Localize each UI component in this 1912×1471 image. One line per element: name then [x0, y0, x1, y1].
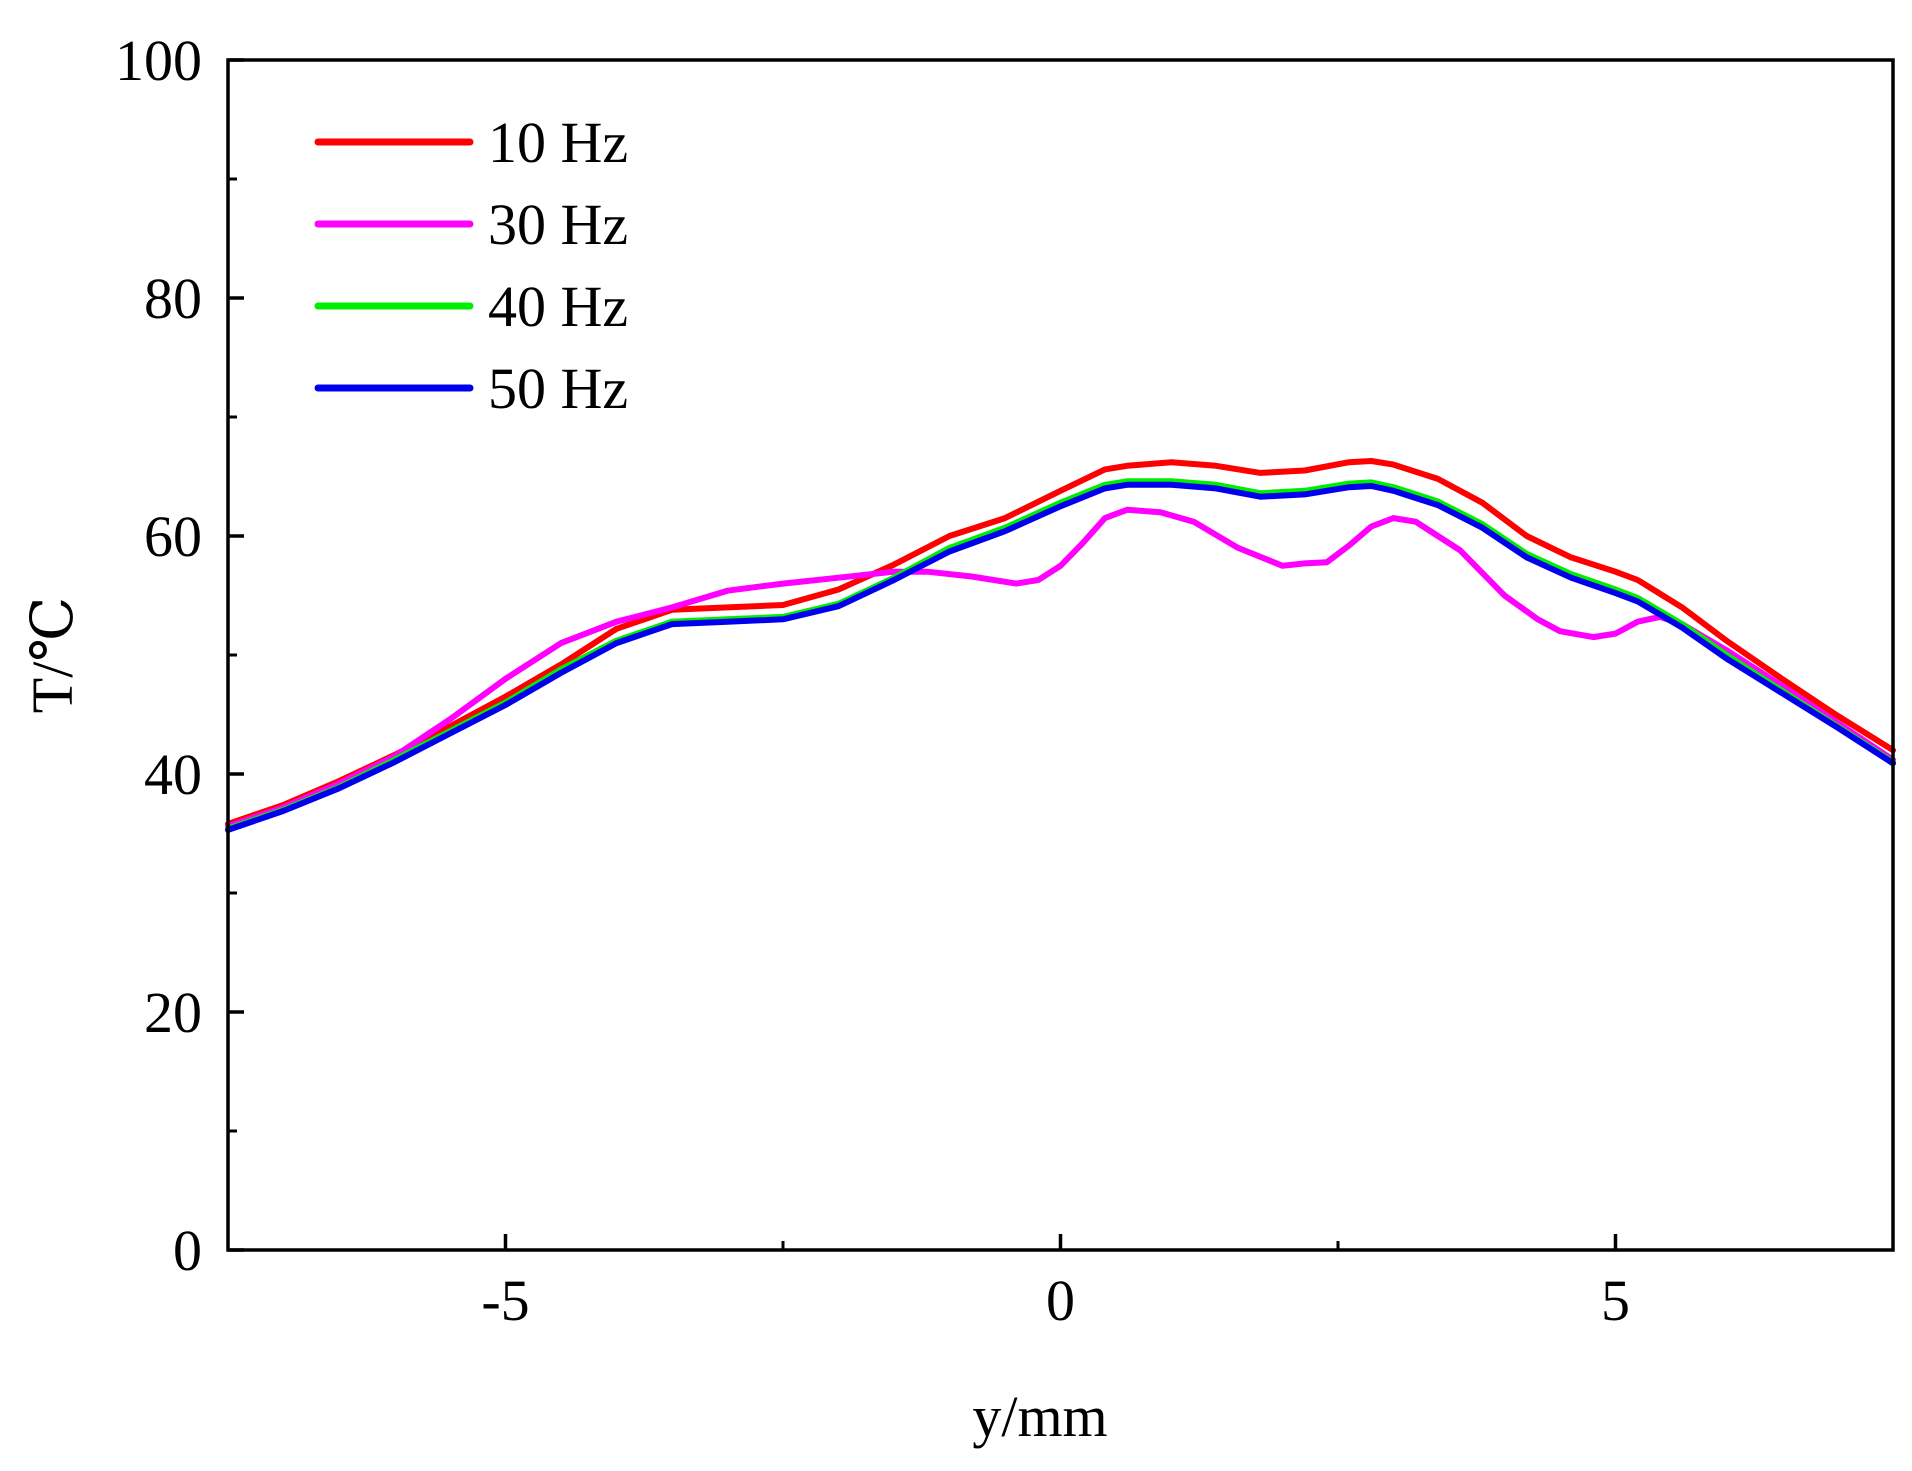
y-tick-label: 80: [144, 266, 202, 331]
plot-frame: [226, 58, 1895, 1252]
x-axis-label: y/mm: [972, 1384, 1107, 1449]
legend-label: 50 Hz: [488, 356, 628, 421]
tick-labels-layer: -5 0 5 0 20 40 60 80 100: [115, 28, 1630, 1333]
x-tick-label: 5: [1601, 1268, 1630, 1333]
x-tick-label: 0: [1046, 1268, 1075, 1333]
legend-label: 40 Hz: [488, 274, 628, 339]
series-line-40-hz: [225, 478, 1896, 832]
series-line-10-hz: [225, 458, 1896, 827]
ticks-layer: [228, 58, 1618, 1252]
legend-label: 30 Hz: [488, 192, 628, 257]
y-axis-label: T/℃: [20, 597, 85, 713]
y-tick-label: 0: [173, 1218, 202, 1283]
x-tick-label: -5: [481, 1268, 529, 1333]
series-layer: [225, 458, 1896, 833]
series-line-50-hz: [225, 481, 1896, 833]
legend: 10 Hz 30 Hz 40 Hz 50 Hz: [314, 110, 628, 421]
y-tick-label: 60: [144, 504, 202, 569]
series-line-30-hz: [225, 506, 1896, 830]
y-tick-label: 20: [144, 980, 202, 1045]
y-tick-label: 100: [115, 28, 202, 93]
y-tick-label: 40: [144, 742, 202, 807]
legend-label: 10 Hz: [488, 110, 628, 175]
